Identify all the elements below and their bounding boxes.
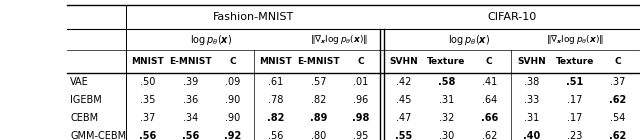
Text: $\|\nabla_{\boldsymbol{x}} \log p_{\theta}(\boldsymbol{x})\|$: $\|\nabla_{\boldsymbol{x}} \log p_{\thet… <box>310 33 368 46</box>
Text: C: C <box>358 57 364 66</box>
Text: .47: .47 <box>396 113 412 123</box>
Text: Fashion-MNIST: Fashion-MNIST <box>212 12 294 22</box>
Text: .23: .23 <box>567 131 582 140</box>
Text: .17: .17 <box>567 95 582 105</box>
Text: .62: .62 <box>609 95 626 105</box>
Text: VAE: VAE <box>70 77 89 87</box>
Text: E-MNIST: E-MNIST <box>297 57 340 66</box>
Text: CEBM: CEBM <box>70 113 99 123</box>
Text: .33: .33 <box>524 95 540 105</box>
Text: $\|\nabla_{\boldsymbol{x}} \log p_{\theta}(\boldsymbol{x})\|$: $\|\nabla_{\boldsymbol{x}} \log p_{\thet… <box>545 33 604 46</box>
Text: .50: .50 <box>140 77 155 87</box>
Text: .62: .62 <box>481 131 497 140</box>
Text: .34: .34 <box>182 113 198 123</box>
Text: CIFAR-10: CIFAR-10 <box>487 12 536 22</box>
Text: .31: .31 <box>524 113 540 123</box>
Text: .39: .39 <box>182 77 198 87</box>
Text: C: C <box>614 57 621 66</box>
Text: .58: .58 <box>438 77 455 87</box>
Text: .45: .45 <box>396 95 412 105</box>
Text: .51: .51 <box>566 77 583 87</box>
Text: .38: .38 <box>524 77 540 87</box>
Text: C: C <box>230 57 236 66</box>
Text: MNIST: MNIST <box>259 57 292 66</box>
Text: SVHN: SVHN <box>518 57 547 66</box>
Text: .56: .56 <box>268 131 284 140</box>
Text: .40: .40 <box>524 131 541 140</box>
Text: .01: .01 <box>353 77 369 87</box>
Text: $\log p_{\theta}(\boldsymbol{x})$: $\log p_{\theta}(\boldsymbol{x})$ <box>191 33 232 47</box>
Text: .62: .62 <box>609 131 626 140</box>
Text: .56: .56 <box>182 131 199 140</box>
Text: SVHN: SVHN <box>389 57 418 66</box>
Text: .61: .61 <box>268 77 284 87</box>
Text: .95: .95 <box>353 131 369 140</box>
Text: .82: .82 <box>310 95 326 105</box>
Text: $\log p_{\theta}(\boldsymbol{x})$: $\log p_{\theta}(\boldsymbol{x})$ <box>448 33 490 47</box>
Text: .64: .64 <box>481 95 497 105</box>
Text: C: C <box>486 57 493 66</box>
Text: .42: .42 <box>396 77 412 87</box>
Text: GMM-CEBM: GMM-CEBM <box>70 131 127 140</box>
Text: IGEBM: IGEBM <box>70 95 102 105</box>
Text: MNIST: MNIST <box>131 57 164 66</box>
Text: .78: .78 <box>268 95 284 105</box>
Text: .41: .41 <box>481 77 497 87</box>
Text: .89: .89 <box>310 113 327 123</box>
Text: .90: .90 <box>225 113 241 123</box>
Text: .82: .82 <box>267 113 284 123</box>
Text: .37: .37 <box>610 77 625 87</box>
Text: .17: .17 <box>567 113 582 123</box>
Text: .36: .36 <box>182 95 198 105</box>
Text: .80: .80 <box>310 131 326 140</box>
Text: .92: .92 <box>224 131 241 140</box>
Text: .32: .32 <box>439 113 454 123</box>
Text: .35: .35 <box>140 95 155 105</box>
Text: .57: .57 <box>310 77 326 87</box>
Text: .37: .37 <box>140 113 155 123</box>
Text: .98: .98 <box>353 113 370 123</box>
Text: .31: .31 <box>439 95 454 105</box>
Text: .09: .09 <box>225 77 241 87</box>
Text: .30: .30 <box>439 131 454 140</box>
Text: Texture: Texture <box>556 57 594 66</box>
Text: .66: .66 <box>481 113 498 123</box>
Text: E-MNIST: E-MNIST <box>169 57 211 66</box>
Text: .55: .55 <box>395 131 412 140</box>
Text: .96: .96 <box>353 95 369 105</box>
Text: Texture: Texture <box>428 57 466 66</box>
Text: .54: .54 <box>610 113 625 123</box>
Text: .90: .90 <box>225 95 241 105</box>
Text: .56: .56 <box>139 131 156 140</box>
